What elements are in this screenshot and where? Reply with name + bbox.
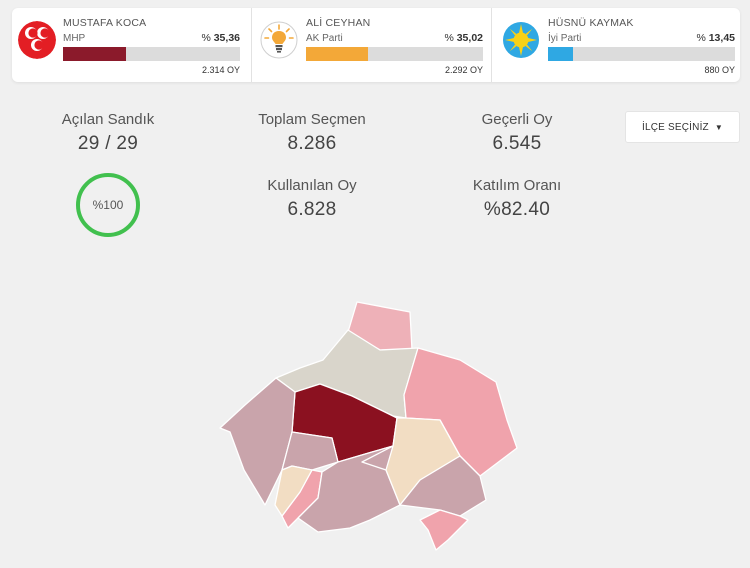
stat-label: Kullanılan Oy (267, 177, 357, 194)
district-select-label: İLÇE SEÇİNİZ (642, 121, 709, 133)
stat-value: 8.286 (287, 133, 337, 154)
district-west-center[interactable] (281, 431, 339, 471)
stat-label: Toplam Seçmen (258, 111, 366, 128)
candidate-percentage: % 35,02 (444, 32, 483, 44)
candidate-name: MUSTAFA KOCA (63, 17, 147, 29)
candidate-name: HÜSNÜ KAYMAK (548, 17, 634, 29)
candidate-votes: 880 OY (704, 65, 735, 75)
candidate-iyi[interactable]: HÜSNÜ KAYMAK İyi Parti % 13,45 880 OY (491, 8, 735, 82)
candidates-card: MUSTAFA KOCA MHP % 35,36 2.314 OY ALİ CE… (12, 8, 740, 82)
stat-toplam-secmen: Toplam Seçmen 8.286 (232, 111, 392, 155)
candidate-percentage: % 13,45 (696, 32, 735, 44)
stat-value: 6.828 (287, 199, 337, 220)
stat-value: 6.545 (492, 133, 542, 154)
akp-lightbulb-icon (260, 21, 298, 59)
district-west[interactable] (219, 377, 296, 506)
candidate-party: MHP (63, 33, 86, 44)
vote-share-fill (548, 47, 574, 61)
mhp-crescents-icon (18, 21, 56, 59)
stat-label: Geçerli Oy (481, 111, 553, 128)
candidate-name: ALİ CEYHAN (306, 17, 371, 29)
candidate-akp[interactable]: ALİ CEYHAN AK Parti % 35,02 2.292 OY (251, 8, 491, 82)
candidate-mhp[interactable]: MUSTAFA KOCA MHP % 35,36 2.314 OY (12, 8, 252, 82)
candidate-votes: 2.292 OY (444, 65, 483, 75)
stat-acilan-sandik: Açılan Sandık 29 / 29 (28, 111, 188, 155)
district-southwest-beige[interactable] (274, 465, 313, 517)
stat-katilim-orani: Katılım Oranı %82.40 (437, 177, 597, 221)
sandik-progress-ring: %100 (76, 173, 140, 237)
stat-gecerli-oy: Geçerli Oy 6.545 (437, 111, 597, 155)
chevron-down-icon: ▼ (714, 122, 723, 132)
stat-kullanilan-oy: Kullanılan Oy 6.828 (232, 177, 392, 221)
vote-share-bar (63, 47, 240, 61)
vote-share-fill (63, 47, 126, 61)
vote-share-bar (548, 47, 735, 61)
candidate-party: İyi Parti (548, 33, 582, 44)
candidate-votes: 2.314 OY (201, 65, 240, 75)
stat-label: Katılım Oranı (472, 177, 562, 194)
vote-share-fill (306, 47, 368, 61)
candidate-percentage: % 35,36 (201, 32, 240, 44)
iyi-sun-icon (503, 22, 539, 58)
district-select-button[interactable]: İLÇE SEÇİNİZ ▼ (625, 111, 740, 143)
vote-share-bar (306, 47, 483, 61)
candidate-party: AK Parti (306, 33, 343, 44)
district-south-tip[interactable] (419, 509, 469, 551)
district-south[interactable] (297, 445, 401, 533)
stat-label: Açılan Sandık (61, 111, 155, 128)
stat-value: %82.40 (483, 199, 551, 220)
stat-value: 29 / 29 (77, 133, 139, 154)
